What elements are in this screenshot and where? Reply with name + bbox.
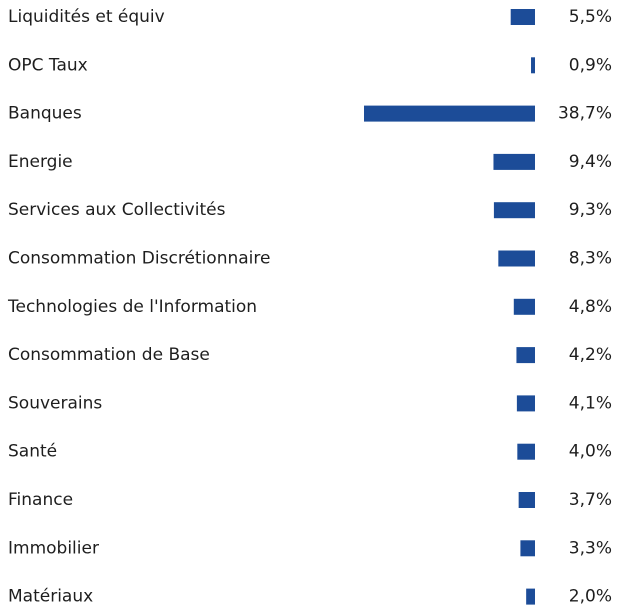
category-label: Finance bbox=[8, 490, 73, 510]
category-label: Energie bbox=[8, 152, 73, 172]
category-label: Services aux Collectivités bbox=[8, 200, 226, 220]
value-label: 9,4% bbox=[569, 152, 612, 172]
value-label: 3,3% bbox=[569, 538, 612, 558]
bar bbox=[364, 105, 535, 122]
value-label: 4,0% bbox=[569, 442, 612, 462]
bar bbox=[493, 202, 535, 219]
bar bbox=[518, 492, 535, 508]
bar bbox=[493, 153, 535, 170]
bar bbox=[510, 9, 535, 25]
category-label: Matériaux bbox=[8, 587, 93, 607]
value-label: 38,7% bbox=[558, 104, 612, 124]
bar bbox=[526, 588, 535, 605]
bar bbox=[516, 347, 535, 364]
value-label: 0,9% bbox=[569, 55, 612, 75]
bar bbox=[517, 443, 535, 460]
value-label: 3,7% bbox=[569, 490, 612, 510]
category-label: Santé bbox=[8, 442, 57, 462]
category-label: Immobilier bbox=[8, 538, 99, 558]
category-label: Consommation Discrétionnaire bbox=[8, 249, 270, 269]
category-label: Souverains bbox=[8, 393, 102, 413]
value-label: 4,2% bbox=[569, 345, 612, 365]
value-label: 4,8% bbox=[569, 297, 612, 317]
bar bbox=[513, 298, 535, 315]
value-label: 4,1% bbox=[569, 393, 612, 413]
bar bbox=[516, 395, 535, 412]
value-label: 8,3% bbox=[569, 249, 612, 269]
value-label: 2,0% bbox=[569, 587, 612, 607]
category-label: Technologies de l'Information bbox=[7, 297, 257, 317]
value-label: 5,5% bbox=[569, 7, 612, 27]
bar bbox=[520, 540, 535, 557]
category-label: Liquidités et équiv bbox=[8, 7, 165, 27]
category-label: Consommation de Base bbox=[8, 345, 210, 365]
bar bbox=[531, 57, 535, 74]
bar bbox=[498, 250, 535, 267]
value-label: 9,3% bbox=[569, 200, 612, 220]
category-label: Banques bbox=[8, 104, 82, 124]
category-label: OPC Taux bbox=[8, 55, 88, 75]
